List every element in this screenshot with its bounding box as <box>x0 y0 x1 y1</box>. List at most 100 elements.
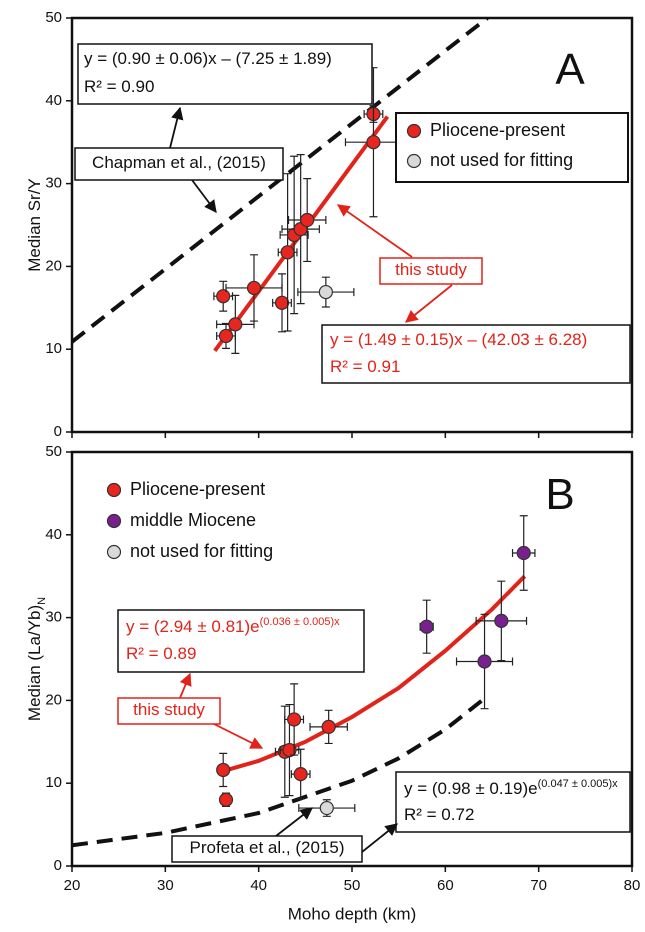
annotation: Chapman et al., (2015) <box>92 153 266 172</box>
x-tick-label: 20 <box>64 877 81 894</box>
data-point <box>282 742 297 758</box>
x-tick-label: 70 <box>530 877 547 894</box>
y-tick-label: 30 <box>45 609 62 626</box>
y-tick-label: 0 <box>54 857 62 874</box>
data-point <box>246 280 262 296</box>
arrow <box>336 204 413 258</box>
data-point <box>319 800 334 816</box>
annotation-box <box>395 771 631 833</box>
annotation-text: R² = 0.90 <box>84 77 154 96</box>
legend-frame <box>395 112 629 183</box>
arrow <box>179 672 192 699</box>
data-point <box>300 212 315 228</box>
annotation-superscript: (0.047 ± 0.005)x <box>538 778 619 790</box>
data-point <box>218 328 234 344</box>
annotation-text: R² = 0.72 <box>404 805 474 824</box>
data-point <box>287 712 302 727</box>
annotation-text: A <box>555 45 585 94</box>
data-point <box>477 654 492 669</box>
x-tick-label: 60 <box>437 877 454 894</box>
arrow <box>405 284 453 323</box>
arrow <box>361 823 398 853</box>
annotation: y = (1.49 ± 0.15)x – (42.03 ± 6.28) <box>330 330 587 349</box>
annotation: R² = 0.91 <box>330 357 400 376</box>
x-tick-label: 80 <box>624 877 641 894</box>
x-axis-label: Moho depth (km) <box>288 904 417 923</box>
legend-marker <box>406 123 422 139</box>
data-point <box>516 545 531 561</box>
legend-marker <box>106 482 122 498</box>
y-tick-label: 50 <box>45 9 62 26</box>
data-point <box>274 295 290 310</box>
annotation-box <box>321 324 631 384</box>
y-tick-label: 0 <box>54 423 62 440</box>
annotation: y = (0.98 ± 0.19)e(0.047 ± 0.005)x <box>404 778 618 799</box>
y-tick-label: 20 <box>45 257 62 274</box>
annotation-text: R² = 0.89 <box>126 644 196 663</box>
annotation: this study <box>133 700 205 719</box>
legend-label: Pliocene-present <box>130 479 265 499</box>
legend-label: not used for fitting <box>430 150 573 170</box>
data-point <box>419 619 434 634</box>
fit-line <box>72 694 489 848</box>
annotation: R² = 0.89 <box>126 644 196 663</box>
annotation-box <box>379 257 483 285</box>
annotation: this study <box>395 260 467 279</box>
annotation-text: Chapman et al., (2015) <box>92 153 266 172</box>
y-tick-label: 30 <box>45 175 62 192</box>
annotation-text: Profeta et al., (2015) <box>190 838 345 857</box>
arrow <box>213 723 264 749</box>
y-axis-label-text: Median Sr/Y <box>25 178 44 272</box>
legend-marker <box>106 513 122 529</box>
y-tick-label: 40 <box>45 526 62 543</box>
data-point <box>218 792 234 807</box>
arrow <box>191 179 217 214</box>
legend-label: Pliocene-present <box>430 120 565 140</box>
annotation: Profeta et al., (2015) <box>190 838 345 857</box>
annotation-text: this study <box>133 700 205 719</box>
annotation-text: y = (1.49 ± 0.15)x – (42.03 ± 6.28) <box>330 330 587 349</box>
data-point <box>280 245 295 260</box>
data-point <box>494 613 509 629</box>
arrow <box>275 807 313 837</box>
annotation: R² = 0.72 <box>404 805 474 824</box>
data-point <box>293 766 308 782</box>
annotation-box <box>77 43 373 105</box>
x-tick-label: 30 <box>157 877 174 894</box>
y-tick-label: 20 <box>45 691 62 708</box>
data-point <box>216 762 231 778</box>
y-axis-label: Median (La/Yb)N <box>25 597 47 721</box>
arrow <box>169 106 184 149</box>
annotation-box <box>171 835 363 863</box>
data-point <box>318 284 333 300</box>
data-point <box>228 317 243 332</box>
legend-marker <box>106 544 122 560</box>
y-axis-label: Median Sr/Y <box>25 178 44 272</box>
annotation-text: y = (0.98 ± 0.19)e <box>404 779 538 798</box>
plot-frame <box>70 450 634 868</box>
data-point <box>216 289 231 304</box>
data-point <box>321 719 336 734</box>
annotation: R² = 0.90 <box>84 77 154 96</box>
x-tick-label: 40 <box>250 877 267 894</box>
x-tick-label: 50 <box>344 877 361 894</box>
y-axis-label-sub: N <box>36 597 48 605</box>
annotation-text: R² = 0.91 <box>330 357 400 376</box>
annotation-box <box>117 609 365 673</box>
data-point <box>366 135 381 150</box>
annotation-box <box>117 697 221 725</box>
annotation-text: y = (2.94 ± 0.81)e <box>126 617 260 636</box>
fit-line <box>223 574 527 773</box>
legend-marker <box>406 153 422 169</box>
annotation: y = (0.90 ± 0.06)x – (7.25 ± 1.89) <box>84 49 332 68</box>
annotation-superscript: (0.036 ± 0.005)x <box>260 616 341 628</box>
y-tick-label: 50 <box>45 443 62 460</box>
annotation-text: B <box>545 470 574 519</box>
y-axis-label-text: Median (La/Yb) <box>25 605 44 721</box>
annotation: y = (2.94 ± 0.81)e(0.036 ± 0.005)x <box>126 616 340 637</box>
annotation: A <box>555 45 585 94</box>
plot-frame <box>70 16 634 434</box>
y-tick-label: 10 <box>45 340 62 357</box>
